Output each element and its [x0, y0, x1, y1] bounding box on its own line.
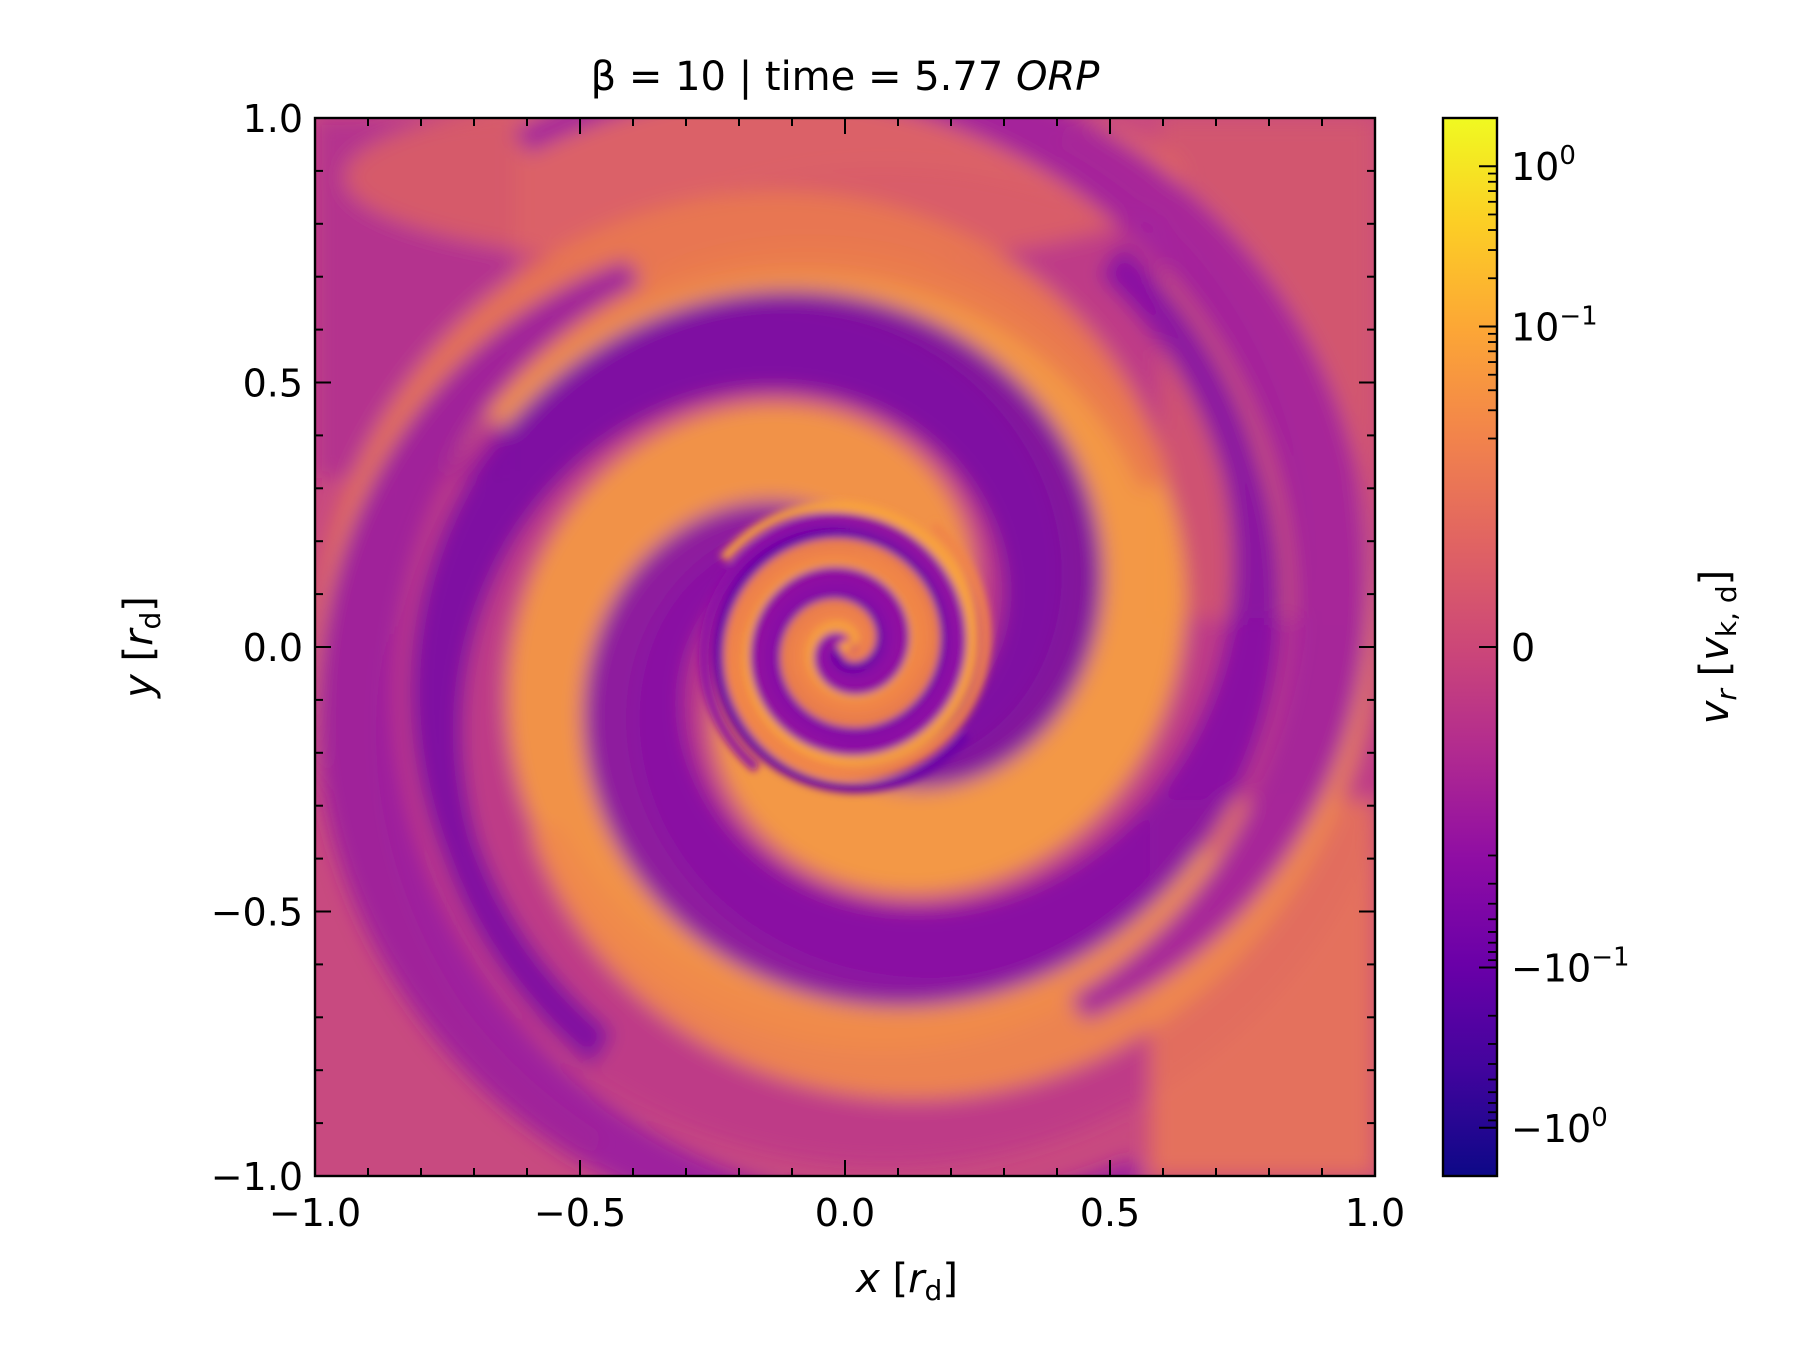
y-tick-label: −1.0	[211, 1155, 303, 1199]
x-tick-label: −0.5	[534, 1191, 626, 1235]
colorbar-tick-label: 0	[1511, 626, 1535, 670]
x-tick-label: −1.0	[269, 1191, 361, 1235]
colorbar-tick-label: −100	[1511, 1103, 1608, 1151]
y-tick-label: 1.0	[243, 97, 303, 141]
y-axis-label: y [rd]	[116, 596, 167, 699]
colorbar-tick-label: 100	[1511, 141, 1576, 189]
x-tick-label: 0.0	[815, 1191, 875, 1235]
axis-tick-labels: −1.0 −0.5 0.0 0.5 1.0 −1.0 −0.5 0.0 0.5 1.0	[211, 97, 1406, 1235]
colorbar-tick-label: 10−1	[1511, 301, 1598, 349]
x-tick-label: 1.0	[1345, 1191, 1405, 1235]
colorbar-tick-label: −10−1	[1511, 943, 1630, 991]
axis-ticks	[314, 117, 1376, 1177]
colorbar-tick-labels: 100 10−1 0 −10−1 −100	[1511, 141, 1630, 1151]
chart-title: β = 10 | time = 5.77 ORP	[591, 54, 1101, 100]
colorbar-ticks	[1479, 165, 1497, 1129]
x-tick-label: 0.5	[1080, 1191, 1140, 1235]
x-axis-label: x [rd]	[854, 1256, 958, 1307]
spiral-core	[839, 641, 851, 653]
y-tick-label: 0.5	[243, 362, 303, 406]
colorbar-label: vr [vk, d]	[1692, 570, 1743, 725]
heatmap-field	[315, 118, 1375, 1176]
inner-spiral	[723, 521, 992, 781]
y-tick-label: −0.5	[211, 891, 303, 935]
y-tick-label: 0.0	[243, 626, 303, 670]
inner-spiral	[698, 513, 967, 773]
